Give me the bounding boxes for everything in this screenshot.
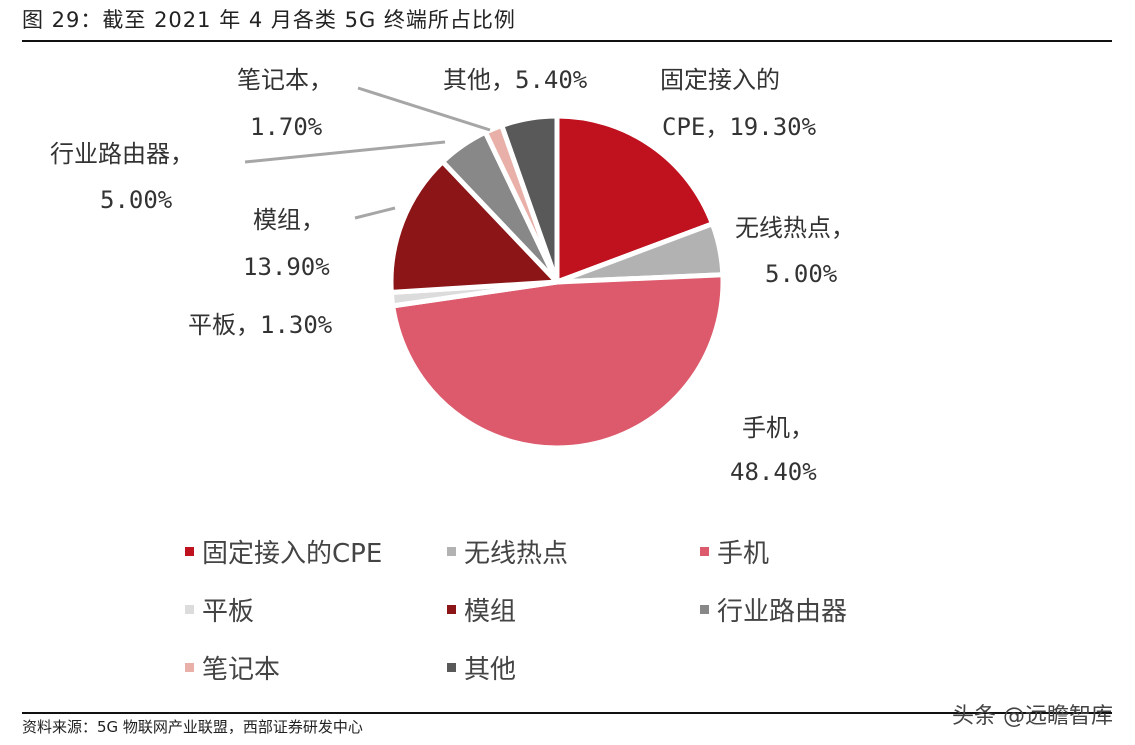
source-note: 资料来源：5G 物联网产业联盟，西部证券研发中心 xyxy=(22,718,363,736)
legend-swatch-icon xyxy=(447,547,456,556)
legend-label: 手机 xyxy=(717,539,770,569)
legend-label: 无线热点 xyxy=(464,539,569,569)
data-label: 其他，5.40% xyxy=(443,66,588,94)
data-label: 笔记本， xyxy=(237,66,333,94)
legend-item: 其他 xyxy=(447,649,516,686)
pie-slice-2 xyxy=(389,272,726,451)
leader-line xyxy=(357,86,491,132)
legend-label: 其他 xyxy=(464,655,517,685)
data-label: 1.70% xyxy=(250,113,323,141)
pie-slice-0 xyxy=(554,113,716,286)
legend-swatch-icon xyxy=(700,605,709,614)
legend-item: 手机 xyxy=(700,533,769,570)
data-label: 48.40% xyxy=(730,458,817,486)
legend-item: 无线热点 xyxy=(447,533,568,570)
data-label: 平板，1.30% xyxy=(188,311,333,339)
legend-label: 固定接入的CPE xyxy=(202,539,383,569)
legend-item: 行业路由器 xyxy=(700,591,847,628)
legend-swatch-icon xyxy=(185,547,194,556)
data-label: 5.00% xyxy=(765,260,838,288)
leader-line xyxy=(244,140,446,164)
pie-slice-4 xyxy=(388,158,563,296)
data-label: 模组， xyxy=(253,206,325,234)
pie-chart: 固定接入的 CPE，19.30% 无线热点， 5.00% 手机， 48.40% 平板，1.3… xyxy=(50,66,855,486)
pie-slice-7 xyxy=(498,113,560,283)
legend-item: 平板 xyxy=(185,591,254,628)
legend-label: 平板 xyxy=(202,597,255,627)
bottom-divider xyxy=(22,712,1112,714)
figure-title: 图 29：截至 2021 年 4 月各类 5G 终端所占比例 xyxy=(22,8,516,32)
watermark: 头条 @远瞻智库 xyxy=(952,704,1113,729)
legend-label: 模组 xyxy=(464,597,517,627)
legend-item: 模组 xyxy=(447,591,516,628)
legend-label: 笔记本 xyxy=(202,655,281,685)
data-label: 5.00% xyxy=(100,186,173,214)
data-label: 固定接入的 xyxy=(660,66,780,94)
legend-swatch-icon xyxy=(185,605,194,614)
data-label: 无线热点， xyxy=(735,214,855,242)
data-label: CPE，19.30% xyxy=(662,113,817,141)
data-label: 手机， xyxy=(742,414,814,442)
legend-label: 行业路由器 xyxy=(717,597,848,627)
legend-swatch-icon xyxy=(447,663,456,672)
legend-swatch-icon xyxy=(185,663,194,672)
leader-line xyxy=(354,206,396,220)
legend-swatch-icon xyxy=(700,547,709,556)
data-label: 行业路由器， xyxy=(50,140,194,168)
legend-swatch-icon xyxy=(447,605,456,614)
top-divider xyxy=(22,40,1112,42)
data-label: 13.90% xyxy=(243,253,330,281)
legend-item: 固定接入的CPE xyxy=(185,533,382,570)
legend-item: 笔记本 xyxy=(185,649,280,686)
